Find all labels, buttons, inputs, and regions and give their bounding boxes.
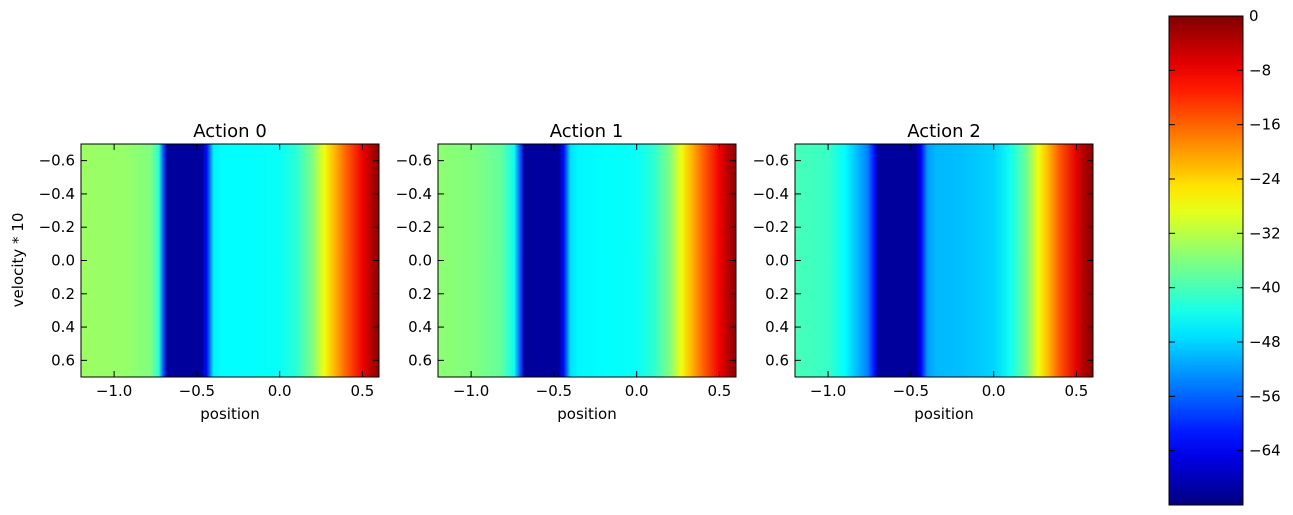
colorbar-tick-label: −16 — [1249, 116, 1281, 134]
y-tick-label: 0.2 — [51, 285, 75, 303]
x-axis-label: position — [200, 405, 259, 423]
y-tick-label: 0.0 — [51, 252, 75, 270]
colorbar-tick-label: −8 — [1249, 61, 1271, 79]
y-tick-label: −0.6 — [753, 152, 789, 170]
panel-action-1: Action 1 −1.0 −0.5 0.0 0.5 −0.6 −0.4 −0.2 0.0 0… — [396, 121, 737, 423]
y-tick-label: −0.2 — [396, 218, 432, 236]
x-axis-label: position — [557, 405, 616, 423]
y-tick-label: 0.4 — [408, 318, 432, 336]
x-tick-label: −1.0 — [453, 382, 489, 400]
x-tick-label: 0.5 — [1065, 382, 1089, 400]
colorbar-tick-label: −56 — [1249, 387, 1281, 405]
y-tick-label: −0.4 — [39, 185, 75, 203]
x-tick-label: 0.0 — [268, 382, 292, 400]
y-tick-label: −0.6 — [39, 152, 75, 170]
colorbar-tick-label: −32 — [1249, 224, 1281, 242]
panel-title: Action 2 — [907, 121, 981, 142]
x-tick-label: 0.0 — [625, 382, 649, 400]
colorbar-tick-label: 0 — [1249, 7, 1259, 25]
y-axis-label: velocity * 10 — [9, 213, 27, 308]
x-tick-label: −0.5 — [179, 382, 215, 400]
panel-title: Action 1 — [550, 121, 624, 142]
x-tick-label: 0.0 — [982, 382, 1006, 400]
heatmap-image — [81, 144, 379, 377]
y-tick-label: 0.0 — [765, 252, 789, 270]
y-tick-label: 0.2 — [408, 285, 432, 303]
x-tick-label: 0.5 — [708, 382, 732, 400]
x-tick-label: −1.0 — [810, 382, 846, 400]
y-tick-label: 0.4 — [51, 318, 75, 336]
x-tick-label: −0.5 — [536, 382, 572, 400]
colorbar-tick-label: −40 — [1249, 279, 1281, 297]
colorbar-tick-label: −48 — [1249, 333, 1281, 351]
y-tick-label: −0.2 — [39, 218, 75, 236]
panel-action-2: Action 2 −1.0 −0.5 0.0 0.5 −0.6 −0.4 −0.2 0.0 0… — [753, 121, 1094, 423]
x-axis-label: position — [914, 405, 973, 423]
colorbar-frame — [1168, 15, 1244, 506]
y-tick-label: 0.4 — [765, 318, 789, 336]
colorbar-tick-label: −64 — [1249, 442, 1281, 460]
x-tick-label: −1.0 — [96, 382, 132, 400]
x-tick-label: −0.5 — [893, 382, 929, 400]
heatmap-image — [438, 144, 736, 377]
y-tick-label: −0.6 — [396, 152, 432, 170]
colorbar: 0 −8 −16 −24 −32 −40 −48 −56 −64 — [1168, 7, 1281, 506]
y-tick-label: 0.0 — [408, 252, 432, 270]
y-tick-label: −0.4 — [396, 185, 432, 203]
colorbar-gradient — [1169, 16, 1243, 505]
colorbar-tick-label: −24 — [1249, 170, 1281, 188]
heatmap-image — [795, 144, 1093, 377]
y-tick-label: 0.2 — [765, 285, 789, 303]
y-tick-label: 0.6 — [51, 351, 75, 369]
x-tick-label: 0.5 — [351, 382, 375, 400]
panel-action-0: Action 0 −1.0 −0.5 0.0 0.5 −0.6 −0.4 −0.2 0.0 0… — [9, 121, 380, 423]
y-tick-label: −0.2 — [753, 218, 789, 236]
panel-title: Action 0 — [193, 121, 267, 142]
y-tick-label: 0.6 — [408, 351, 432, 369]
y-tick-label: 0.6 — [765, 351, 789, 369]
y-tick-label: −0.4 — [753, 185, 789, 203]
